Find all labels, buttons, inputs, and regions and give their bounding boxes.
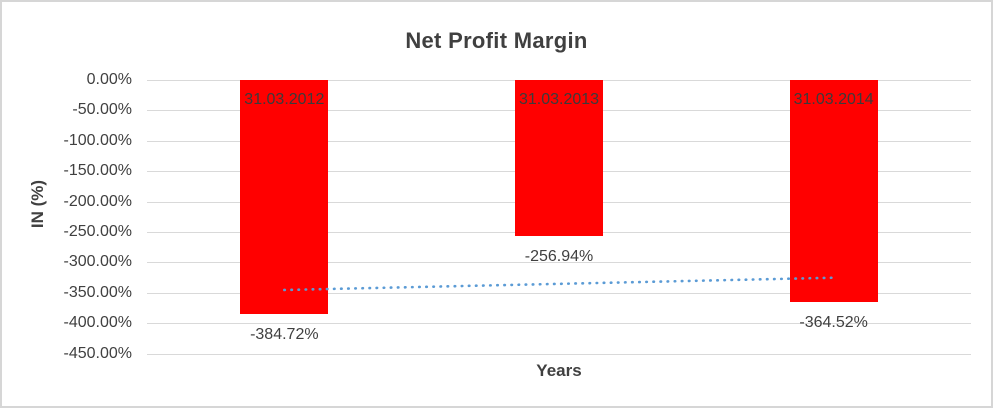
y-tick-label: -400.00% bbox=[63, 314, 133, 332]
bar-category-label: 31.03.2012 bbox=[244, 91, 325, 108]
y-gridline bbox=[147, 353, 971, 355]
y-tick-label: -50.00% bbox=[72, 101, 132, 119]
bar-category-label: 31.03.2014 bbox=[793, 91, 874, 108]
y-gridline bbox=[147, 292, 971, 294]
y-tick-label: -200.00% bbox=[63, 192, 133, 210]
y-tick-label: -350.00% bbox=[63, 283, 133, 301]
y-tick-label: -300.00% bbox=[63, 253, 133, 271]
bar bbox=[789, 80, 878, 302]
y-tick-label: 0.00% bbox=[86, 71, 132, 88]
y-tick-label: -450.00% bbox=[63, 344, 133, 362]
bar-value-label: -256.94% bbox=[524, 248, 594, 266]
x-axis-title: Years bbox=[536, 361, 582, 380]
bar-category-label: 31.03.2013 bbox=[518, 91, 600, 108]
y-tick-label: -150.00% bbox=[63, 162, 133, 180]
bar bbox=[240, 80, 329, 314]
y-tick-label: -250.00% bbox=[63, 222, 133, 240]
chart-title: Net Profit Margin bbox=[405, 28, 588, 53]
bar bbox=[515, 80, 603, 237]
y-gridline bbox=[147, 262, 971, 264]
y-gridline bbox=[147, 323, 971, 325]
y-tick-label: -100.00% bbox=[63, 131, 133, 149]
bar-value-label: -384.72% bbox=[250, 325, 319, 343]
bar-value-label: -364.52% bbox=[799, 313, 868, 331]
